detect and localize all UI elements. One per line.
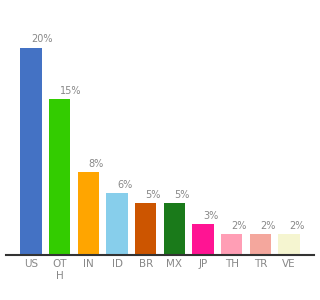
Text: 5%: 5% [146, 190, 161, 200]
Text: 6%: 6% [117, 180, 132, 190]
Bar [135, 203, 156, 255]
Text: 15%: 15% [60, 86, 81, 96]
Bar [78, 172, 99, 255]
Text: 2%: 2% [289, 221, 304, 231]
Bar [20, 47, 42, 255]
Bar [106, 193, 128, 255]
Text: 20%: 20% [31, 34, 52, 44]
Text: 8%: 8% [88, 159, 104, 169]
Bar [49, 99, 70, 255]
Bar [221, 234, 242, 255]
Bar [192, 224, 214, 255]
Text: 2%: 2% [232, 221, 247, 231]
Text: 5%: 5% [174, 190, 190, 200]
Text: 2%: 2% [260, 221, 276, 231]
Bar [164, 203, 185, 255]
Bar [250, 234, 271, 255]
Text: 3%: 3% [203, 211, 218, 221]
Bar [278, 234, 300, 255]
